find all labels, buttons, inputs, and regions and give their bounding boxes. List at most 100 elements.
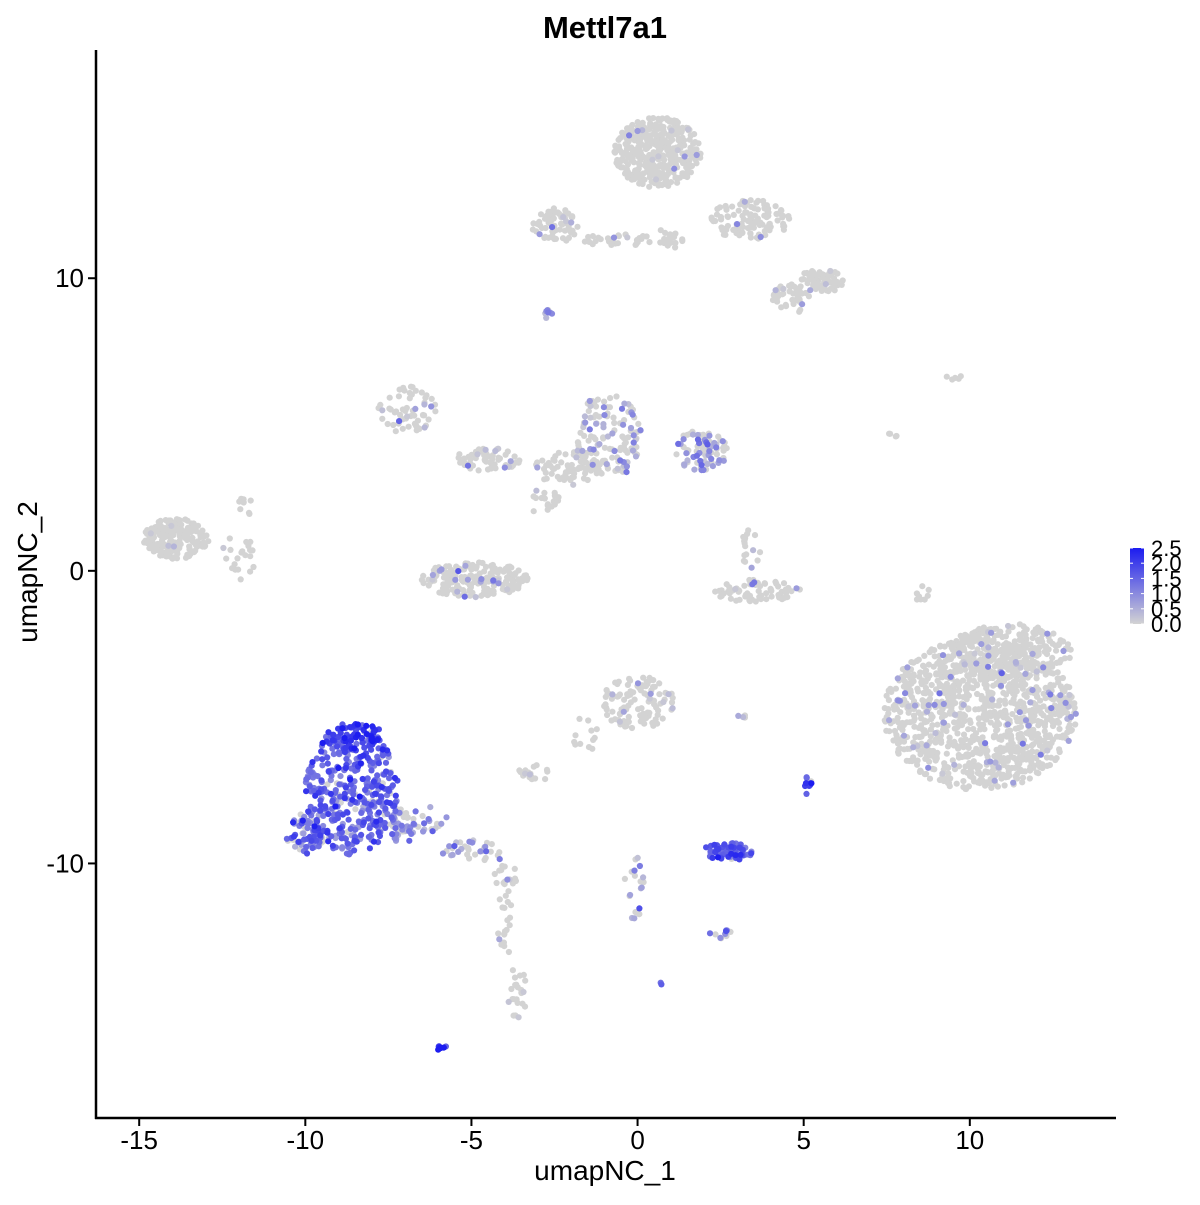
- data-point: [250, 563, 257, 571]
- data-point: [510, 1012, 517, 1019]
- data-point: [901, 678, 908, 685]
- data-point: [575, 439, 582, 446]
- data-point: [227, 546, 234, 554]
- data-point: [245, 539, 252, 546]
- data-point: [466, 838, 473, 845]
- data-point: [632, 909, 639, 916]
- data-point: [622, 447, 629, 454]
- data-point: [582, 470, 589, 477]
- data-point: [904, 672, 911, 679]
- data-point: [455, 848, 462, 856]
- data-point: [1044, 762, 1051, 770]
- data-point: [609, 691, 616, 698]
- data-point: [1055, 709, 1063, 716]
- data-point: [1009, 740, 1016, 747]
- data-point: [900, 738, 908, 745]
- data-point: [936, 683, 944, 690]
- data-point: [1066, 691, 1073, 699]
- data-point: [646, 174, 654, 181]
- data-point: [1023, 751, 1030, 758]
- data-point: [982, 740, 989, 747]
- data-point: [735, 207, 742, 214]
- data-point: [444, 578, 451, 586]
- data-point: [1033, 668, 1040, 675]
- data-point: [776, 594, 783, 601]
- data-point: [325, 838, 332, 845]
- data-point: [534, 459, 541, 466]
- data-point: [1026, 707, 1033, 714]
- data-point: [635, 160, 642, 167]
- data-point: [980, 624, 987, 631]
- data-point: [1000, 771, 1007, 779]
- data-point: [629, 411, 636, 418]
- data-point: [1019, 756, 1026, 763]
- data-point: [631, 696, 638, 703]
- data-point: [714, 205, 721, 213]
- data-point: [721, 841, 728, 848]
- data-point: [934, 660, 941, 667]
- data-point: [971, 650, 978, 657]
- data-point: [970, 775, 977, 782]
- data-point: [1044, 743, 1051, 750]
- data-point: [1021, 657, 1028, 664]
- data-point: [753, 199, 760, 206]
- data-point: [443, 814, 450, 821]
- data-point: [1016, 621, 1024, 628]
- data-point: [958, 738, 965, 745]
- data-point: [704, 460, 711, 468]
- data-point: [683, 172, 691, 179]
- data-point: [581, 238, 589, 245]
- data-point: [945, 656, 952, 663]
- data-point: [732, 586, 739, 593]
- data-point: [940, 719, 948, 726]
- data-point: [602, 701, 609, 708]
- data-point: [963, 632, 970, 640]
- data-point: [595, 234, 602, 241]
- data-point: [960, 731, 968, 738]
- data-point: [384, 420, 391, 428]
- data-point: [1059, 734, 1066, 741]
- data-point: [1048, 739, 1055, 747]
- data-point: [370, 838, 378, 845]
- data-point: [1072, 710, 1079, 717]
- data-point: [720, 225, 727, 232]
- data-point: [358, 831, 365, 839]
- data-point: [931, 653, 938, 660]
- data-point: [386, 405, 393, 412]
- data-point: [425, 582, 432, 589]
- data-point: [619, 129, 626, 136]
- data-point: [353, 838, 360, 845]
- data-point: [349, 796, 356, 803]
- data-point: [752, 598, 759, 605]
- data-point: [742, 543, 749, 550]
- data-point: [661, 162, 669, 169]
- data-point: [184, 524, 191, 532]
- data-point: [932, 730, 939, 737]
- data-point: [440, 1044, 447, 1051]
- data-point: [786, 282, 793, 289]
- data-point: [614, 693, 621, 700]
- data-point: [359, 775, 366, 783]
- data-point: [1029, 687, 1036, 694]
- data-point: [543, 314, 550, 321]
- data-point: [977, 726, 984, 733]
- data-point: [923, 708, 931, 715]
- data-point: [741, 198, 748, 205]
- data-point: [693, 151, 700, 159]
- data-point: [502, 565, 509, 572]
- data-point: [1029, 713, 1036, 720]
- data-point: [549, 465, 556, 472]
- data-point: [1001, 782, 1008, 789]
- data-point: [658, 981, 665, 988]
- data-point: [375, 799, 383, 806]
- data-point: [170, 543, 177, 550]
- data-point: [608, 717, 615, 724]
- data-point: [357, 760, 364, 767]
- data-point: [1053, 755, 1060, 762]
- data-point: [1017, 651, 1024, 658]
- data-point: [612, 679, 619, 686]
- colorbar-gradient: [1130, 548, 1144, 624]
- data-point: [989, 639, 996, 646]
- data-point: [656, 680, 663, 687]
- data-point: [1057, 692, 1064, 699]
